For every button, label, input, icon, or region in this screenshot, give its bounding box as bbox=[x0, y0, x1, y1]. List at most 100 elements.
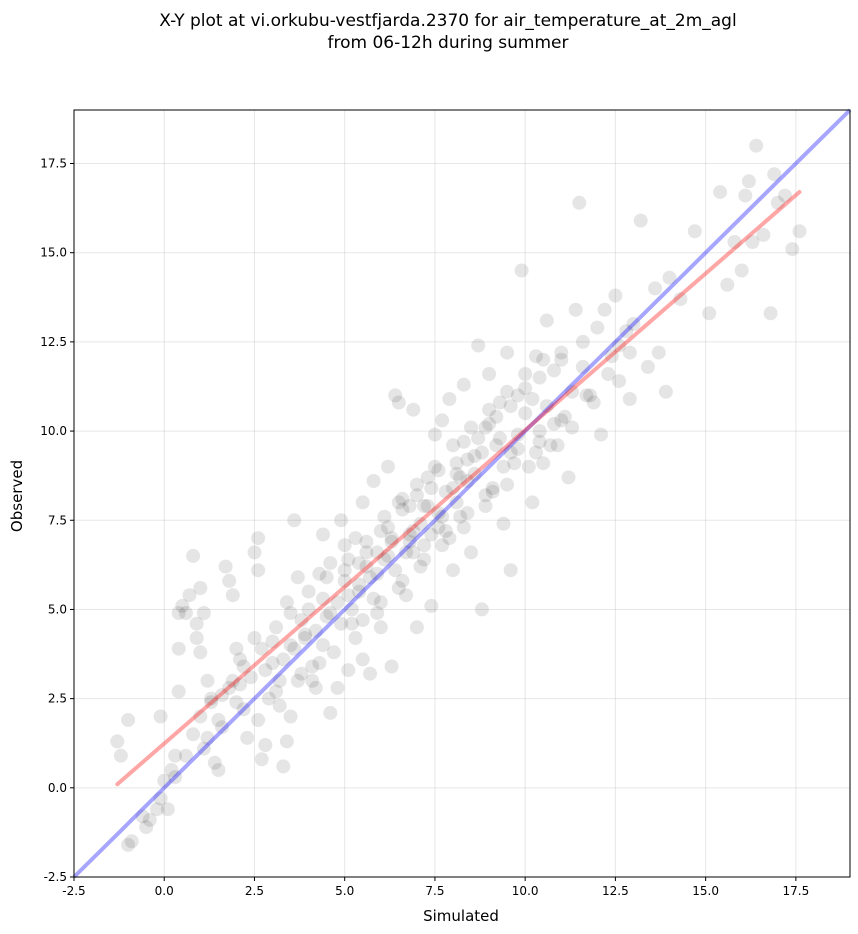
grid bbox=[73, 110, 850, 878]
data-point bbox=[355, 613, 370, 628]
data-point bbox=[207, 755, 222, 770]
data-point bbox=[406, 545, 421, 560]
data-point bbox=[583, 388, 598, 403]
data-point bbox=[193, 581, 208, 595]
data-point bbox=[489, 438, 504, 453]
data-point bbox=[316, 591, 330, 606]
data-point bbox=[319, 609, 334, 624]
data-point bbox=[500, 345, 515, 360]
x-tick-label: 15.0 bbox=[692, 884, 719, 898]
data-point bbox=[200, 673, 215, 688]
data-point bbox=[745, 235, 760, 249]
data-point bbox=[579, 388, 594, 403]
data-point bbox=[279, 595, 294, 610]
data-point bbox=[442, 392, 457, 406]
data-point bbox=[316, 527, 330, 542]
data-point bbox=[381, 548, 395, 563]
data-point bbox=[258, 663, 273, 678]
data-point bbox=[254, 752, 269, 767]
data-point bbox=[453, 470, 468, 485]
data-point bbox=[539, 399, 554, 414]
data-point bbox=[702, 306, 717, 321]
data-point bbox=[619, 324, 634, 339]
data-point bbox=[316, 638, 330, 653]
data-point bbox=[330, 595, 345, 610]
data-point bbox=[193, 645, 208, 660]
data-point bbox=[738, 188, 753, 203]
data-point bbox=[323, 606, 338, 620]
one-to-one-line bbox=[72, 108, 852, 879]
data-point bbox=[467, 466, 482, 481]
data-point bbox=[251, 713, 266, 727]
data-point bbox=[449, 495, 464, 510]
data-point bbox=[518, 406, 533, 421]
data-point bbox=[478, 420, 493, 435]
data-point bbox=[633, 213, 648, 228]
data-point bbox=[442, 531, 457, 546]
data-point bbox=[492, 395, 507, 410]
data-point bbox=[229, 641, 244, 656]
data-point bbox=[384, 531, 399, 546]
data-point bbox=[529, 445, 543, 460]
data-point bbox=[471, 431, 486, 446]
data-point bbox=[337, 563, 352, 578]
data-point bbox=[171, 684, 186, 699]
data-point bbox=[276, 759, 291, 774]
data-point bbox=[330, 680, 345, 695]
data-point bbox=[373, 595, 388, 610]
y-tick-label: 17.5 bbox=[40, 157, 67, 171]
data-point bbox=[543, 438, 558, 453]
data-point bbox=[171, 606, 186, 620]
data-point bbox=[500, 384, 515, 399]
y-tick-label: 12.5 bbox=[40, 335, 67, 349]
data-point bbox=[770, 195, 785, 210]
data-point bbox=[453, 509, 468, 524]
data-point bbox=[467, 449, 482, 463]
data-point bbox=[431, 520, 446, 535]
chart-subtitle: from 06-12h during summer bbox=[328, 33, 569, 53]
data-point bbox=[749, 138, 764, 153]
plot-area bbox=[72, 108, 852, 879]
data-point bbox=[287, 641, 302, 656]
data-point bbox=[536, 456, 551, 471]
data-point bbox=[482, 402, 497, 417]
data-point bbox=[539, 313, 554, 328]
data-point bbox=[713, 185, 728, 200]
data-point bbox=[240, 730, 255, 745]
data-point bbox=[438, 484, 453, 499]
data-point bbox=[265, 656, 280, 670]
data-point bbox=[547, 416, 561, 431]
data-point bbox=[366, 474, 381, 488]
data-point bbox=[352, 556, 367, 571]
data-point bbox=[673, 292, 688, 307]
data-point bbox=[449, 456, 464, 471]
data-point bbox=[283, 638, 298, 653]
data-point bbox=[741, 174, 756, 189]
data-point bbox=[334, 616, 349, 631]
y-tick-label: 7.5 bbox=[48, 513, 67, 527]
data-point bbox=[417, 499, 432, 513]
data-point bbox=[474, 445, 489, 460]
data-point bbox=[225, 588, 240, 603]
data-point bbox=[503, 399, 518, 414]
data-point bbox=[727, 235, 742, 249]
data-point bbox=[485, 481, 500, 496]
data-point bbox=[153, 709, 168, 724]
data-point bbox=[395, 502, 410, 517]
data-point bbox=[406, 402, 421, 417]
data-point bbox=[446, 438, 460, 453]
data-point bbox=[301, 602, 316, 617]
data-point bbox=[420, 499, 435, 513]
data-point bbox=[460, 506, 475, 521]
data-point bbox=[503, 563, 518, 578]
y-axis-label: Observed bbox=[8, 460, 26, 532]
data-point bbox=[341, 552, 356, 567]
y-tick-label: 15.0 bbox=[40, 246, 67, 260]
data-point bbox=[225, 673, 240, 688]
data-point bbox=[388, 563, 403, 578]
regression-line bbox=[115, 190, 802, 787]
data-point bbox=[236, 702, 251, 717]
data-point bbox=[482, 367, 497, 381]
y-tick-label: 0.0 bbox=[48, 781, 67, 795]
